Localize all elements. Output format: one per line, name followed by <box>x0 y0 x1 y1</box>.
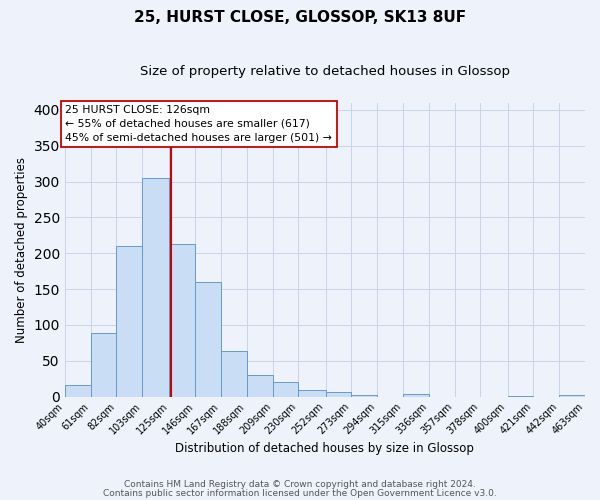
Text: Contains public sector information licensed under the Open Government Licence v3: Contains public sector information licen… <box>103 488 497 498</box>
Bar <box>169 244 195 396</box>
Text: Contains HM Land Registry data © Crown copyright and database right 2024.: Contains HM Land Registry data © Crown c… <box>124 480 476 489</box>
Bar <box>195 282 221 397</box>
Bar <box>298 390 326 396</box>
X-axis label: Distribution of detached houses by size in Glossop: Distribution of detached houses by size … <box>175 442 475 455</box>
Bar <box>142 178 169 396</box>
Bar <box>65 385 91 396</box>
Title: Size of property relative to detached houses in Glossop: Size of property relative to detached ho… <box>140 65 510 78</box>
Y-axis label: Number of detached properties: Number of detached properties <box>15 156 28 342</box>
Bar <box>221 352 247 397</box>
Bar <box>272 382 298 396</box>
Text: 25 HURST CLOSE: 126sqm
← 55% of detached houses are smaller (617)
45% of semi-de: 25 HURST CLOSE: 126sqm ← 55% of detached… <box>65 105 332 143</box>
Bar <box>116 246 142 396</box>
Bar <box>91 333 116 396</box>
Bar <box>559 395 585 396</box>
Bar <box>247 375 272 396</box>
Text: 25, HURST CLOSE, GLOSSOP, SK13 8UF: 25, HURST CLOSE, GLOSSOP, SK13 8UF <box>134 10 466 25</box>
Bar <box>352 395 377 396</box>
Bar <box>403 394 429 396</box>
Bar <box>326 392 352 396</box>
